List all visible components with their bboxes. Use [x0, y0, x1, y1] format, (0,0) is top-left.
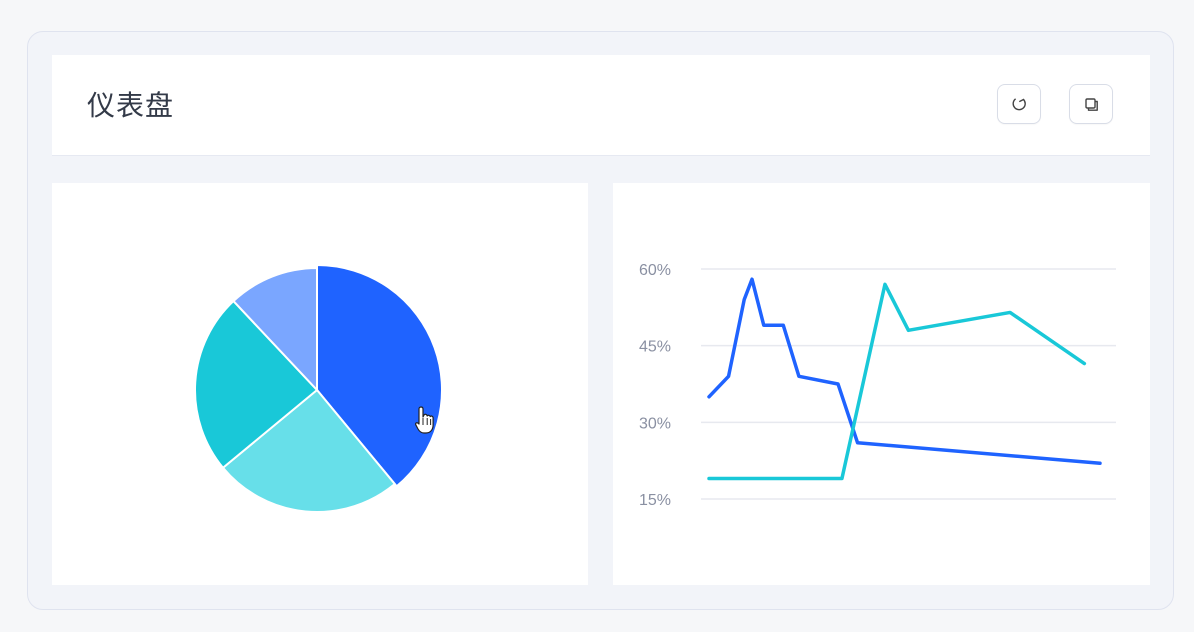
- hand-cursor-icon: [415, 406, 434, 434]
- y-tick-label: 60%: [639, 262, 671, 279]
- line-chart: 60% 45% 30% 15%: [639, 262, 1116, 509]
- y-tick-label: 30%: [639, 415, 671, 432]
- pie-slice[interactable]: [194, 299, 319, 470]
- refresh-button[interactable]: [997, 84, 1041, 124]
- dashboard-header: 仪表盘: [52, 55, 1150, 156]
- copy-button[interactable]: [1069, 84, 1113, 124]
- pie-chart: [194, 263, 443, 513]
- pie-slice[interactable]: [221, 388, 397, 513]
- y-tick-label: 15%: [639, 492, 671, 509]
- line-chart-panel: 60% 45% 30% 15%: [613, 183, 1150, 585]
- copy-icon: [1085, 98, 1098, 111]
- y-tick-label: 45%: [639, 339, 671, 356]
- pie-slice[interactable]: [316, 263, 443, 488]
- pie-slice[interactable]: [232, 266, 318, 393]
- line-series-blue[interactable]: [707, 277, 1102, 465]
- pie-chart-panel: [52, 183, 588, 585]
- refresh-icon: [1012, 98, 1026, 111]
- line-series-teal[interactable]: [707, 282, 1087, 481]
- dashboard-title: 仪表盘: [87, 89, 175, 122]
